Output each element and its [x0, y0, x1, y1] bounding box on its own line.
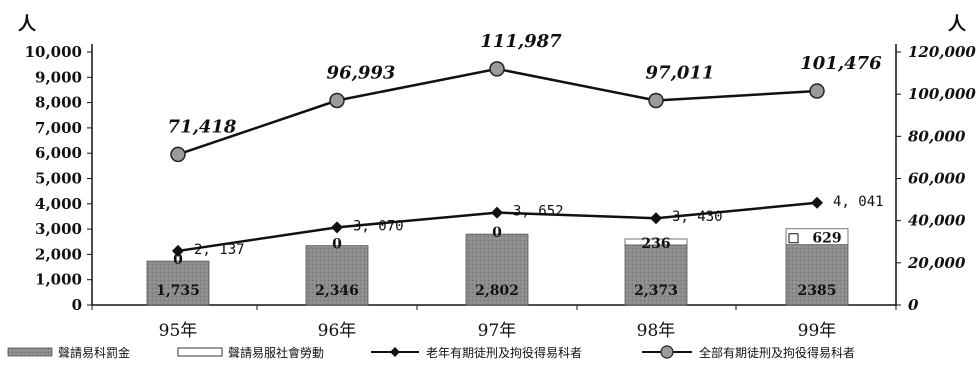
elder-value-label: 3, 430 — [672, 209, 723, 225]
total-point — [648, 92, 664, 109]
left-tick-label: 8,000 — [35, 94, 82, 112]
bar-fine-label: 2,802 — [475, 283, 519, 299]
legend-swatch-total-marker — [660, 345, 674, 359]
total-point — [170, 146, 186, 163]
left-tick-label: 9,000 — [35, 68, 82, 86]
bar-fine — [305, 245, 369, 306]
legend-label-community: 聲請易服社會勞動 — [228, 345, 324, 360]
total-value-label: 71,418 — [168, 116, 237, 137]
elder-value-label: 2, 137 — [194, 242, 245, 258]
elder-point — [650, 212, 662, 225]
total-value-label: 101,476 — [800, 53, 882, 74]
bar-fine — [785, 244, 849, 306]
left-tick-label: 6,000 — [35, 144, 82, 162]
lines — [170, 61, 825, 257]
total-point — [489, 61, 505, 77]
data-labels: 1,735 0 2,346 0 2,802 0 2,373 236 2385 629 2, 137 3… — [156, 31, 884, 299]
right-tick-label: 20,000 — [907, 254, 966, 272]
left-tick-label: 0 — [72, 296, 82, 314]
category-label: 98年 — [637, 321, 676, 341]
bar-community-service — [785, 228, 849, 246]
legend-label-fine: 聲請易科罰金 — [58, 345, 130, 360]
legend-swatch-fine — [7, 347, 53, 357]
total-point — [809, 83, 825, 99]
bar-community-label: 0 — [332, 237, 342, 253]
elder-value-label: 3, 070 — [353, 218, 404, 234]
category-label: 95年 — [159, 321, 198, 341]
bar-community-label: 0 — [173, 252, 183, 268]
left-tick-label: 7,000 — [35, 119, 82, 137]
category-label: 99年 — [798, 321, 837, 341]
bar-community-service — [624, 238, 688, 246]
right-axis-unit: 人 — [948, 14, 967, 35]
community-label-box-icon — [788, 233, 799, 244]
elder-point — [172, 244, 184, 257]
elder-point — [811, 196, 823, 209]
bar-community-label: 236 — [641, 236, 670, 252]
bars — [146, 228, 849, 306]
right-tick-label: 120,000 — [908, 43, 976, 61]
total-series-line — [177, 67, 818, 156]
elder-point — [331, 221, 343, 234]
left-axis-unit: 人 — [18, 14, 37, 35]
legend: 聲請易科罰金 聲請易服社會勞動 老年有期徒刑及拘役得易科者 全部有期徒刑及拘役得易科者 — [7, 345, 855, 360]
total-point — [329, 92, 345, 109]
left-tick-label: 5,000 — [35, 170, 82, 188]
category-label: 96年 — [318, 321, 357, 341]
bar-fine — [465, 233, 529, 306]
bar-fine — [146, 260, 210, 306]
right-tick-label: 100,000 — [908, 85, 976, 103]
bar-community-label: 629 — [812, 231, 841, 247]
elder-value-label: 3, 652 — [513, 204, 564, 220]
bar-fine-label: 2385 — [798, 283, 837, 299]
elder-point — [491, 206, 503, 219]
elder-value-label: 4, 041 — [833, 194, 884, 210]
total-value-label: 96,993 — [327, 63, 396, 84]
bar-community-label: 0 — [492, 225, 502, 241]
axes: 0 1,000 2,000 3,000 4,000 5,000 6,000 7,000 8,00… — [18, 14, 976, 341]
total-value-label: 97,011 — [646, 62, 715, 83]
right-tick-label: 80,000 — [908, 127, 966, 145]
left-tick-label: 4,000 — [35, 195, 82, 213]
legend-swatch-community — [177, 347, 223, 357]
legend-label-total: 全部有期徒刑及拘役得易科者 — [699, 345, 855, 360]
left-tick-label: 2,000 — [35, 245, 82, 263]
bar-fine — [624, 244, 688, 306]
bar-fine-label: 2,346 — [315, 283, 359, 299]
bar-fine-label: 2,373 — [634, 283, 678, 299]
right-tick-label: 60,000 — [908, 170, 966, 188]
left-tick-label: 10,000 — [25, 43, 82, 61]
right-tick-label: 0 — [908, 296, 919, 314]
legend-label-elder: 老年有期徒刑及拘役得易科者 — [426, 345, 582, 360]
left-tick-label: 3,000 — [35, 220, 82, 238]
category-label: 97年 — [478, 321, 517, 341]
right-tick-label: 40,000 — [908, 212, 966, 230]
total-value-label: 111,987 — [480, 31, 562, 52]
legend-swatch-elder-marker — [390, 347, 400, 357]
bar-fine-label: 1,735 — [156, 283, 200, 299]
left-tick-label: 1,000 — [35, 271, 82, 289]
